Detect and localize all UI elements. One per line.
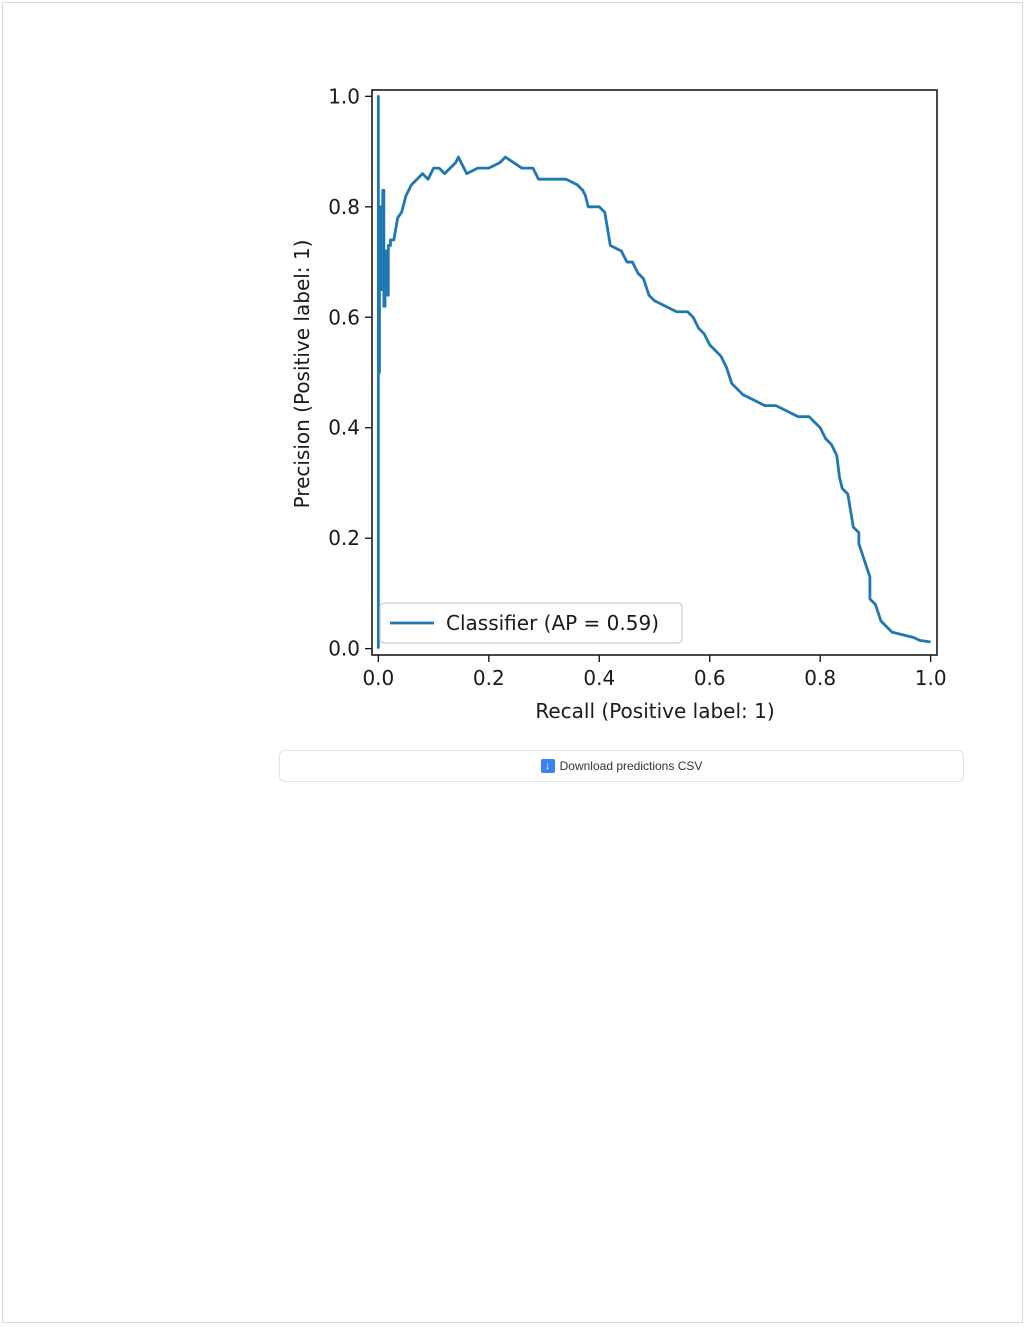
y-tick-label: 0.4 xyxy=(328,416,360,440)
legend-box xyxy=(379,602,683,644)
pr-curve-line xyxy=(376,94,931,649)
y-tick-label: 0.0 xyxy=(328,637,360,661)
y-tick-label: 1.0 xyxy=(328,84,360,108)
pr-curve-chart: 0.0 0.2 0.4 0.6 0.8 1.0 0.0 0.2 0.4 0.6 0.8 1.0 Clas… xyxy=(290,84,947,723)
x-tick-label: 0.8 xyxy=(804,666,836,690)
x-tick-label: 0.4 xyxy=(583,666,615,690)
y-tick-label: 0.6 xyxy=(328,305,360,329)
plot-area: 0.0 0.2 0.4 0.6 0.8 1.0 0.0 0.2 0.4 0.6 0.8 1.0 Clas… xyxy=(328,84,946,690)
y-axis-label: Precision (Positive label: 1) xyxy=(290,240,314,509)
download-predictions-button[interactable]: ↓ Download predictions CSV xyxy=(279,750,964,782)
plot-frame xyxy=(371,89,938,656)
y-tick-label: 0.8 xyxy=(328,195,360,219)
x-tick-label: 0.6 xyxy=(694,666,726,690)
x-tick-label: 1.0 xyxy=(915,666,947,690)
y-tick-label: 0.2 xyxy=(328,526,360,550)
download-button-label: Download predictions CSV xyxy=(559,759,703,773)
x-tick-label: 0.0 xyxy=(362,666,394,690)
legend-entry-label: Classifier (AP = 0.59) xyxy=(446,611,659,635)
x-tick-label: 0.2 xyxy=(473,666,505,690)
download-arrow-icon: ↓ xyxy=(540,759,555,773)
x-axis-label: Recall (Positive label: 1) xyxy=(535,699,774,723)
